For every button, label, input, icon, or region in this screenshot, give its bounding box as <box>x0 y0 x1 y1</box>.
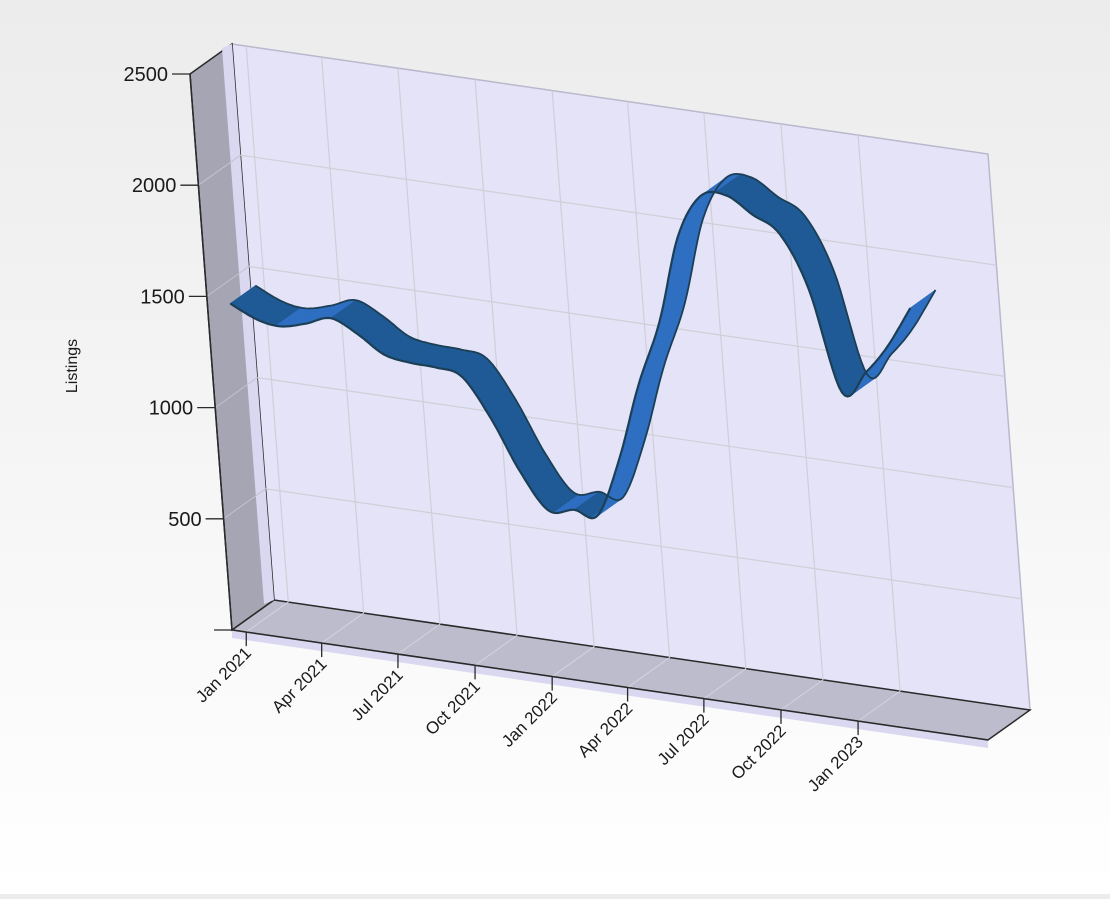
side-wall-grid-line <box>206 265 250 297</box>
floor-grid-line <box>857 690 901 722</box>
floor-grid-line <box>551 646 595 677</box>
side-wall-rim <box>222 44 274 604</box>
x-tick-label: Jan 2023 <box>804 732 867 795</box>
floor-grid-line <box>474 634 518 666</box>
grid-line-vertical <box>703 112 747 669</box>
grid-line-vertical <box>321 57 365 614</box>
grid-line-horizontal <box>265 488 1022 600</box>
floor-grid-line <box>397 623 441 655</box>
x-tick-label: Jan 2021 <box>192 643 255 706</box>
floor-grid-line <box>780 679 824 711</box>
floor-grid-line <box>245 601 289 633</box>
grid-line-horizontal <box>240 154 997 266</box>
x-tick-label: Oct 2021 <box>422 677 484 739</box>
series-ribbon-back-edge <box>255 172 937 502</box>
grid-line-vertical <box>551 90 595 647</box>
floor-rim <box>232 630 988 748</box>
floor-grid-line <box>321 612 364 644</box>
y-tick-label: 500 <box>168 509 201 531</box>
floor-grid-line <box>627 657 670 688</box>
x-tick-label: Jul 2021 <box>348 666 407 725</box>
x-tick-label: Apr 2022 <box>574 699 636 761</box>
series-ribbon-front-edge <box>229 190 912 520</box>
x-tick-label: Apr 2021 <box>268 654 330 716</box>
x-axis-line <box>231 629 989 741</box>
y-tick-label: 2500 <box>124 64 169 86</box>
side-wall-grid-line <box>223 488 266 520</box>
side-wall-grid-line <box>198 154 241 186</box>
grid-line-vertical <box>474 79 518 636</box>
y-tick-label: 2000 <box>132 175 177 197</box>
y-tick-label: 1500 <box>140 286 185 308</box>
x-tick-label: Jul 2022 <box>654 710 713 769</box>
side-wall-grid-line <box>214 377 258 409</box>
grid-line-vertical <box>857 135 901 692</box>
y-axis-title: Listings <box>64 339 81 393</box>
x-tick-label: Jan 2022 <box>498 688 561 751</box>
x-tick-label: Oct 2022 <box>728 721 790 783</box>
y-tick-label: 1000 <box>149 398 194 420</box>
floor-grid-line <box>703 668 747 700</box>
y-axis-line <box>189 73 233 631</box>
